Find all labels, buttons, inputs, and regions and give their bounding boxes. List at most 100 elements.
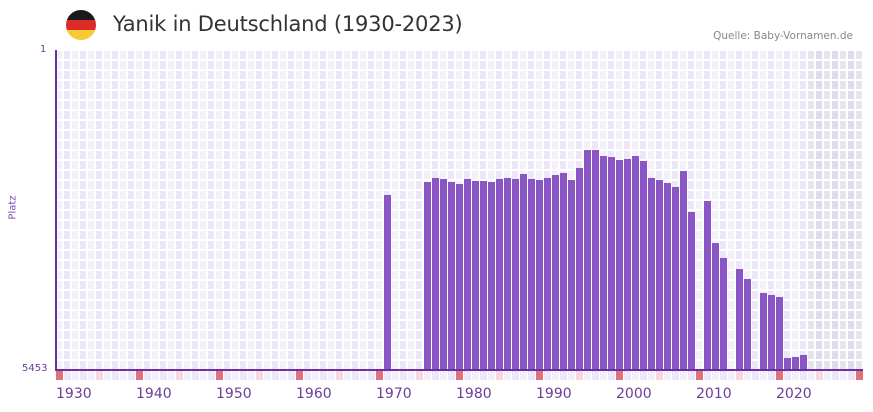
year-marker [504,371,511,380]
bar-2007[interactable] [672,187,679,370]
bar-2011[interactable] [704,201,711,370]
year-marker [648,371,655,380]
bar-1971[interactable] [384,195,391,370]
bar-1977[interactable] [432,178,439,370]
grid-column [312,50,320,370]
year-marker [840,371,847,380]
year-marker [248,371,255,380]
bar-2022[interactable] [792,357,799,370]
decade-marker [616,371,623,380]
year-marker [704,371,711,380]
bar-1984[interactable] [488,182,495,370]
bar-1987[interactable] [512,179,519,370]
bar-2015[interactable] [736,269,743,370]
bar-1976[interactable] [424,182,431,370]
grid-column [192,50,200,370]
grid-column [264,50,272,370]
bar-1997[interactable] [592,150,599,370]
year-marker [480,371,487,380]
x-axis-line [55,369,863,371]
bar-1991[interactable] [544,178,551,370]
bar-2021[interactable] [784,358,791,370]
bar-2000[interactable] [616,160,623,370]
grid-column [800,50,808,370]
bar-2004[interactable] [648,178,655,370]
decade-marker [136,371,143,380]
year-marker [424,371,431,380]
grid-column [208,50,216,370]
bar-1989[interactable] [528,179,535,370]
bar-1998[interactable] [600,156,607,370]
year-marker [760,371,767,380]
bar-1978[interactable] [440,179,447,370]
year-marker [728,371,735,380]
year-marker [624,371,631,380]
year-marker [832,371,839,380]
grid-column [304,50,312,370]
bar-2013[interactable] [720,258,727,370]
grid-column [696,50,704,370]
bar-1994[interactable] [568,180,575,370]
year-marker [432,371,439,380]
grid-column [856,50,864,370]
decade-marker [456,371,463,380]
bar-1996[interactable] [584,150,591,370]
half-decade-marker [816,371,823,380]
bar-1995[interactable] [576,167,583,370]
grid-column [816,50,824,370]
year-marker [448,371,455,380]
bar-2019[interactable] [768,295,775,370]
grid-column [88,50,96,370]
bar-1993[interactable] [560,173,567,370]
year-marker [160,371,167,380]
bar-2008[interactable] [680,171,687,370]
bar-2012[interactable] [712,243,719,370]
grid-column [80,50,88,370]
year-marker [440,371,447,380]
grid-column [256,50,264,370]
bar-1980[interactable] [456,184,463,370]
bar-1990[interactable] [536,180,543,370]
year-marker [568,371,575,380]
half-decade-marker [656,371,663,380]
year-marker [80,371,87,380]
grid-column [280,50,288,370]
grid-column [128,50,136,370]
decade-marker [696,371,703,380]
bar-2005[interactable] [656,180,663,370]
bar-1983[interactable] [480,181,487,370]
bar-2009[interactable] [688,212,695,370]
year-marker [304,371,311,380]
bar-2006[interactable] [664,183,671,370]
bar-1979[interactable] [448,182,455,370]
year-marker [168,371,175,380]
year-marker [464,371,471,380]
bar-1982[interactable] [472,181,479,370]
bar-2002[interactable] [632,156,639,370]
bar-1992[interactable] [552,175,559,370]
year-marker [512,371,519,380]
year-marker [272,371,279,380]
bar-1981[interactable] [464,179,471,370]
x-tick-1960: 1960 [296,386,332,402]
bar-2016[interactable] [744,279,751,370]
bar-2020[interactable] [776,297,783,370]
bar-2001[interactable] [624,159,631,370]
year-marker [384,371,391,380]
bar-1986[interactable] [504,178,511,370]
bar-2018[interactable] [760,293,767,370]
decade-marker [376,371,383,380]
grid-column [848,50,856,370]
bar-2023[interactable] [800,354,807,370]
y-axis-title: Platz [7,195,19,220]
bar-1988[interactable] [520,174,527,370]
year-marker [408,371,415,380]
year-marker [88,371,95,380]
bar-2003[interactable] [640,161,647,370]
decade-marker [56,371,63,380]
year-marker [144,371,151,380]
year-marker [224,371,231,380]
bar-1985[interactable] [496,179,503,370]
x-tick-2010: 2010 [696,386,732,402]
bar-1999[interactable] [608,157,615,370]
